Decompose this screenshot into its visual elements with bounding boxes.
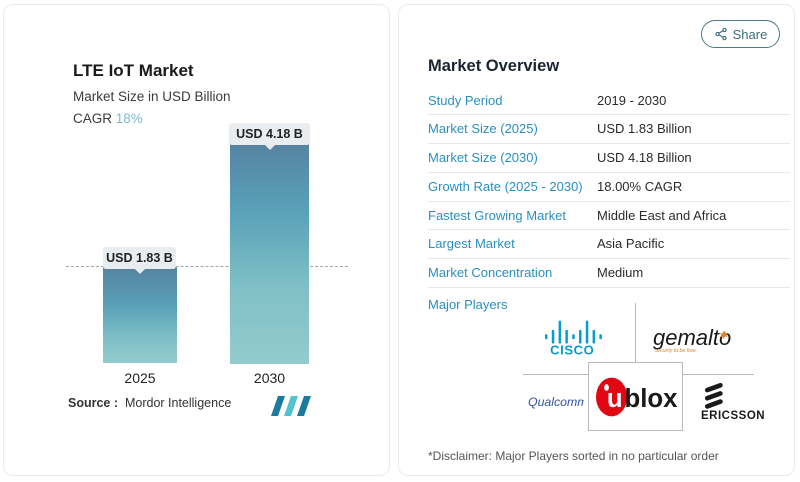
svg-text:security to be free: security to be free [655, 348, 696, 354]
svg-text:CISCO: CISCO [550, 343, 594, 356]
svg-text:Qualcomm: Qualcomm [528, 395, 584, 409]
svg-text:blox: blox [624, 385, 677, 413]
svg-text:gemalto: gemalto [653, 325, 731, 350]
svg-text:u: u [607, 385, 623, 413]
